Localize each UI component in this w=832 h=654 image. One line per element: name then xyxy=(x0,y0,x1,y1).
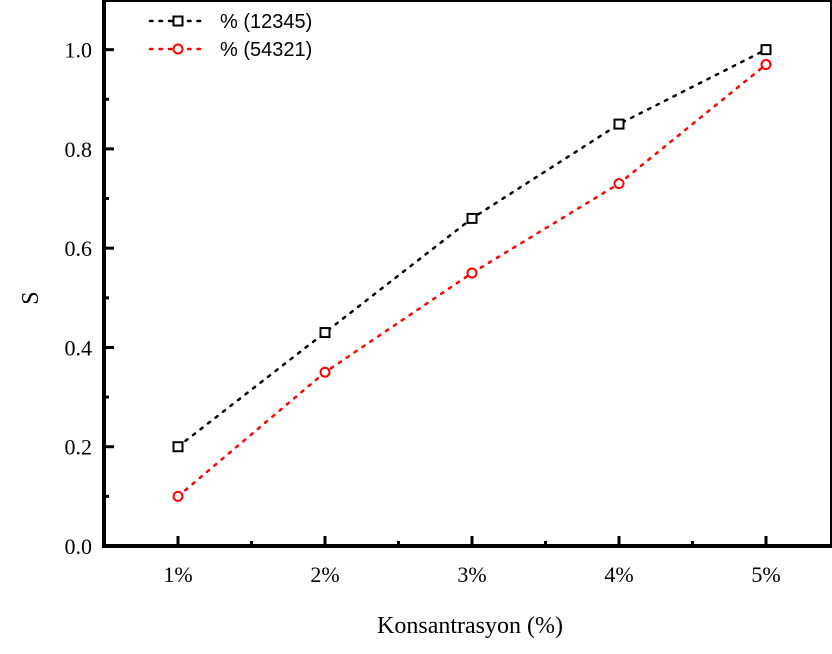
y-axis-title: S xyxy=(18,291,44,304)
series-2 xyxy=(172,59,772,502)
legend: % (12345) % (54321) xyxy=(148,11,312,61)
y-tick-label: 0.4 xyxy=(65,335,93,360)
x-tick-label: 3% xyxy=(457,562,486,587)
x-tick-label: 2% xyxy=(310,562,339,587)
x-tick-label: 1% xyxy=(163,562,192,587)
data-point xyxy=(319,366,331,378)
legend-marker xyxy=(172,43,184,55)
y-tick-label: 0.8 xyxy=(65,137,93,162)
y-tick-label: 1.0 xyxy=(65,38,93,63)
x-ticks: 1% 2% 3% 4% 5% xyxy=(163,536,781,587)
series-line xyxy=(176,63,768,498)
data-point xyxy=(466,267,478,279)
series-line xyxy=(176,48,768,448)
data-point xyxy=(760,59,772,71)
legend-label: % (54321) xyxy=(220,39,312,61)
data-point xyxy=(466,212,478,224)
data-point xyxy=(613,178,625,190)
plot-frame xyxy=(102,0,832,548)
y-ticks: 0.0 0.2 0.4 0.6 0.8 1.0 xyxy=(65,38,114,559)
series-layer xyxy=(172,44,772,502)
data-point xyxy=(319,327,331,339)
data-point xyxy=(172,441,184,453)
series-1 xyxy=(172,44,772,453)
legend-marker xyxy=(172,15,184,27)
x-tick-label: 5% xyxy=(751,562,780,587)
data-point xyxy=(172,490,184,502)
y-tick-label: 0.2 xyxy=(65,435,93,460)
y-tick-label: 0.6 xyxy=(65,236,93,261)
y-tick-label: 0.0 xyxy=(65,534,93,559)
data-point xyxy=(613,118,625,130)
data-point xyxy=(760,44,772,56)
x-axis-title: Konsantrasyon (%) xyxy=(377,613,563,639)
x-tick-label: 4% xyxy=(604,562,633,587)
legend-label: % (12345) xyxy=(220,11,312,33)
